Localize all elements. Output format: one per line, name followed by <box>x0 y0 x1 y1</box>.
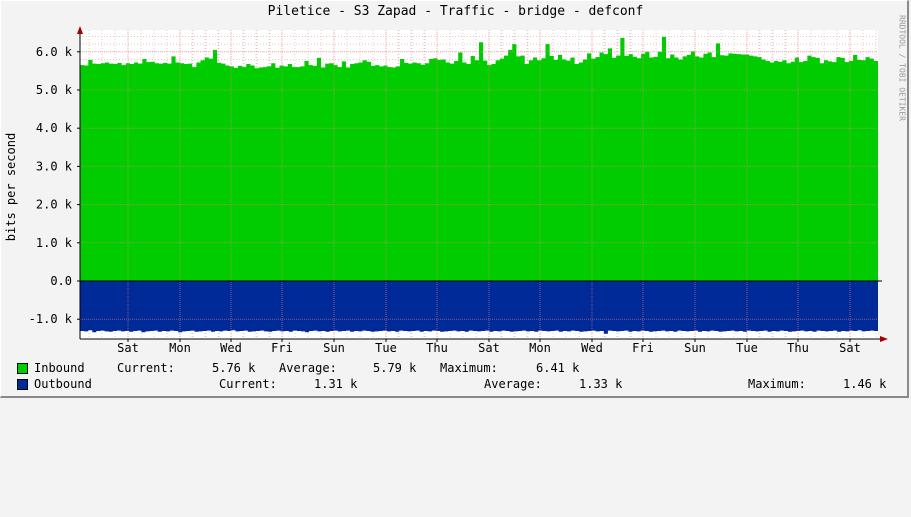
y-tick-label: 2.0 k <box>36 198 73 212</box>
y-tick-label: 1.0 k <box>36 236 73 250</box>
graph-panel: Piletice - S3 Zapad - Traffic - bridge -… <box>0 0 909 398</box>
graph-frame <box>0 0 909 398</box>
x-tick-label: Wed <box>581 341 603 355</box>
x-tick-label: Thu <box>787 341 809 355</box>
x-tick-label: Thu <box>426 341 448 355</box>
x-tick-label: Sat <box>839 341 861 355</box>
x-tick-label: Sun <box>323 341 345 355</box>
outbound-maximum-label: Maximum: <box>748 377 806 391</box>
inbound-current-value: 5.76 k <box>212 361 256 375</box>
y-tick-label: 0.0 <box>50 274 72 288</box>
y-axis-arrow <box>77 26 83 34</box>
outbound-swatch <box>17 379 28 390</box>
y-tick-label: 3.0 k <box>36 159 73 173</box>
outbound-current-value: 1.31 k <box>314 377 358 391</box>
x-tick-label: Wed <box>220 341 242 355</box>
outbound-area <box>80 281 878 334</box>
outbound-current-label: Current: <box>219 377 277 391</box>
x-tick-label: Sat <box>117 341 139 355</box>
x-tick-label: Fri <box>271 341 293 355</box>
inbound-area <box>80 36 878 282</box>
inbound-average-label: Average: <box>279 361 337 375</box>
outbound-average-value: 1.33 k <box>579 377 623 391</box>
outbound-maximum-value: 1.46 k <box>843 377 887 391</box>
outbound-name: Outbound <box>34 377 92 391</box>
x-axis-arrow <box>880 336 888 342</box>
x-tick-label: Mon <box>169 341 191 355</box>
x-tick-label: Tue <box>375 341 397 355</box>
y-tick-label: 6.0 k <box>36 45 73 59</box>
x-tick-label: Sun <box>684 341 706 355</box>
x-tick-label: Tue <box>736 341 758 355</box>
outbound-average-label: Average: <box>484 377 542 391</box>
inbound-name: Inbound <box>34 361 85 375</box>
inbound-swatch <box>17 363 28 374</box>
x-tick-label: Mon <box>529 341 551 355</box>
inbound-average-value: 5.79 k <box>373 361 417 375</box>
chart-title: Piletice - S3 Zapad - Traffic - bridge -… <box>267 4 644 19</box>
plot-area: 6.0 k 5.0 k 4.0 k 3.0 k 2.0 k 1.0 k 0.0 -1.0 k S… <box>29 26 888 355</box>
inbound-maximum-label: Maximum: <box>440 361 498 375</box>
inbound-maximum-value: 6.41 k <box>536 361 580 375</box>
legend-inbound: Inbound Current: 5.76 k Average: 5.79 k … <box>17 361 579 375</box>
y-tick-label: -1.0 k <box>29 312 73 326</box>
x-tick-label: Fri <box>632 341 654 355</box>
x-tick-label: Sat <box>478 341 500 355</box>
y-tick-label: 4.0 k <box>36 121 73 135</box>
inbound-current-label: Current: <box>117 361 175 375</box>
y-tick-label: 5.0 k <box>36 83 73 97</box>
legend-outbound: Outbound Current: 1.31 k Average: 1.33 k… <box>17 377 886 391</box>
